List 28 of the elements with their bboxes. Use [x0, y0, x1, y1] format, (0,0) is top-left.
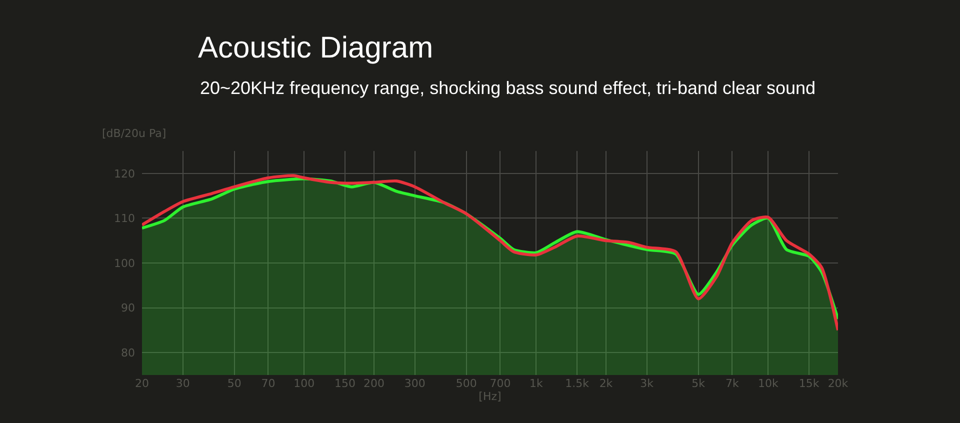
x-tick-label: 500 [456, 377, 477, 390]
x-tick-label: 200 [364, 377, 384, 390]
chart-subtitle: 20~20KHz frequency range, shocking bass sound effect, tri-band clear sound [200, 78, 816, 98]
x-tick-label: 15k [798, 377, 820, 390]
y-tick-label: 90 [121, 302, 135, 315]
x-tick-label: 100 [294, 377, 315, 390]
x-tick-label: 7k [726, 377, 740, 390]
chart-title: Acoustic Diagram [198, 32, 434, 64]
x-tick-label: 5k [692, 377, 706, 390]
y-tick-label: 120 [114, 167, 135, 180]
x-tick-label: 10k [758, 377, 779, 390]
x-tick-label: 20 [135, 377, 149, 390]
x-tick-label: 50 [227, 377, 242, 390]
y-axis-title: [dB/20u Pa] [102, 127, 166, 140]
y-tick-label: 110 [114, 212, 135, 226]
x-tick-label: 150 [334, 377, 356, 390]
x-tick-label: 3k [640, 377, 654, 390]
y-tick-label: 80 [121, 346, 135, 360]
x-tick-label: 30 [176, 377, 190, 390]
x-tick-label: 1k [529, 377, 544, 390]
x-tick-label: 300 [404, 377, 426, 390]
x-tick-label: 70 [261, 377, 276, 390]
x-tick-label: 20k [828, 377, 849, 390]
x-axis-title: [Hz] [478, 390, 502, 403]
x-tick-label: 700 [490, 377, 511, 390]
x-tick-label: 2k [599, 377, 614, 390]
x-tick-label: 1.5k [565, 377, 590, 390]
y-tick-label: 100 [114, 256, 135, 270]
